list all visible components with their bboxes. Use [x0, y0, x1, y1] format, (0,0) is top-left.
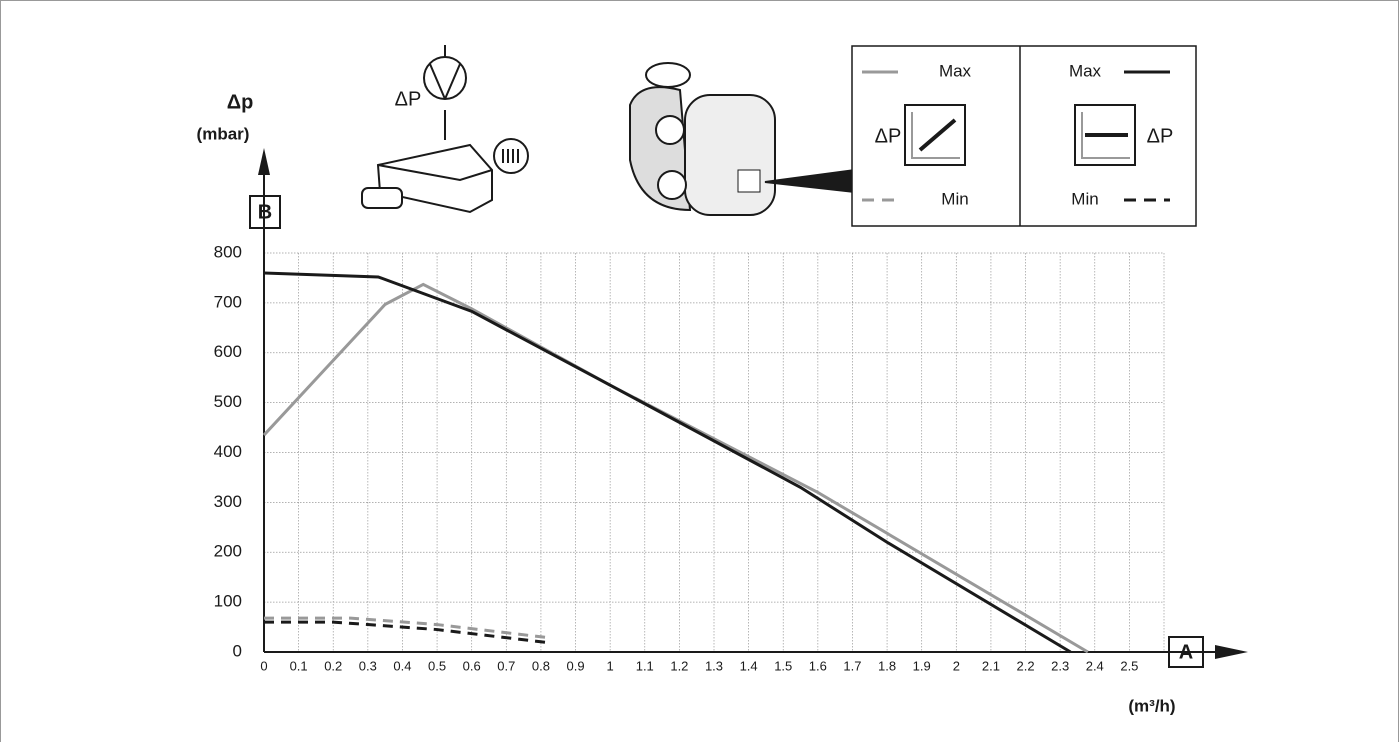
- x-tick-label: 1.8: [878, 658, 896, 673]
- x-tick-label: 0.9: [566, 658, 584, 673]
- x-tick-label: 0: [260, 658, 267, 673]
- y-axis-arrow: [258, 148, 270, 175]
- x-tick-label: 2.3: [1051, 658, 1069, 673]
- x-tick-label: 0.3: [359, 658, 377, 673]
- x-tick-label: 1.5: [774, 658, 792, 673]
- series-line: [264, 616, 552, 640]
- y-tick-label: 500: [214, 392, 242, 411]
- boiler-icon: [361, 45, 529, 214]
- y-tick-label: 300: [214, 492, 242, 511]
- x-tick-label: 2.5: [1120, 658, 1138, 673]
- y-tick-label: 100: [214, 592, 242, 611]
- y-unit: (mbar): [197, 124, 250, 143]
- legend-label: Min: [1071, 189, 1098, 208]
- pump-icon: [629, 62, 856, 216]
- x-tick-label: 0.1: [290, 658, 308, 673]
- y-label: Δp: [227, 91, 254, 113]
- x-tick-label: 1.4: [740, 658, 758, 673]
- x-tick-label: 1.2: [670, 658, 688, 673]
- series-line: [263, 271, 1072, 654]
- mode-icon: [911, 112, 960, 159]
- y-tick-label: 200: [214, 542, 242, 561]
- x-tick-label: 2.1: [982, 658, 1000, 673]
- y-tick-label: 0: [233, 641, 242, 660]
- series-line: [262, 282, 1089, 654]
- x-tick-label: 0.5: [428, 658, 446, 673]
- x-tick-label: 0.4: [393, 658, 411, 673]
- x-tick-label: 0.2: [324, 658, 342, 673]
- x-axis-arrow: [1215, 645, 1248, 659]
- x-tick-label: 1.1: [636, 658, 654, 673]
- legend-label: Min: [941, 189, 968, 208]
- y-tick-label: 800: [214, 242, 242, 261]
- x-tick-label: 1.3: [705, 658, 723, 673]
- x-tick-label: 2.4: [1086, 658, 1104, 673]
- x-tick-label: 1.9: [913, 658, 931, 673]
- dp-symbol: ΔP: [875, 125, 902, 147]
- x-tick-label: 0.8: [532, 658, 550, 673]
- x-tick-label: 1: [607, 658, 614, 673]
- dp-symbol: ΔP: [395, 88, 422, 110]
- series-line: [264, 620, 552, 645]
- y-tick-label: 700: [214, 292, 242, 311]
- y-tick-label: 400: [214, 442, 242, 461]
- dp-symbol: ΔP: [1147, 125, 1174, 147]
- x-label: (m³/h): [1128, 696, 1175, 715]
- legend-label: Max: [1069, 61, 1102, 80]
- y-tick-label: 600: [214, 342, 242, 361]
- x-tick-label: 1.6: [809, 658, 827, 673]
- x-tick-label: 2.2: [1016, 658, 1034, 673]
- x-tick-label: 2: [953, 658, 960, 673]
- legend-label: Max: [939, 61, 972, 80]
- mode-icon: [918, 118, 957, 152]
- x-tick-label: 1.7: [843, 658, 861, 673]
- x-tick-label: 0.7: [497, 658, 515, 673]
- x-tick-label: 0.6: [463, 658, 481, 673]
- mode-icon: [1081, 112, 1130, 159]
